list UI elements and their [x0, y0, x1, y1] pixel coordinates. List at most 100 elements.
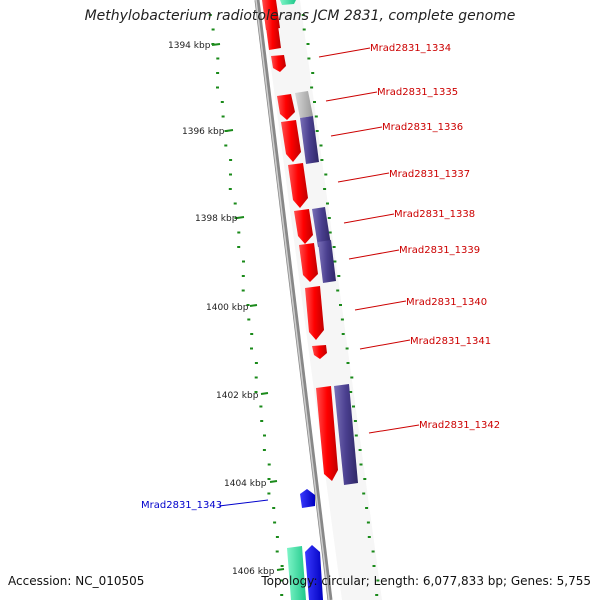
leader-1342: [368, 424, 420, 434]
gc-dot: [280, 594, 284, 596]
gene-blue-1343[interactable]: [300, 489, 315, 508]
gc-dot: [241, 289, 245, 292]
gene-label-1334[interactable]: Mrad2831_1334: [370, 43, 451, 54]
gene-label-1335[interactable]: Mrad2831_1335: [377, 87, 458, 98]
gc-dot: [224, 144, 228, 147]
gene-label-1342[interactable]: Mrad2831_1342: [419, 420, 500, 431]
gc-dot: [337, 275, 341, 277]
gc-dot: [247, 318, 251, 321]
gc-dot: [208, 14, 212, 16]
gc-dot: [323, 188, 327, 190]
gc-dot: [241, 275, 245, 277]
gc-dot: [242, 260, 245, 263]
gene-arrow[interactable]: [316, 386, 338, 481]
gc-dot: [371, 550, 375, 553]
gc-dot: [237, 246, 241, 248]
gene-unknown-1335[interactable]: [295, 91, 313, 118]
gc-dot: [280, 565, 284, 567]
gene-green-top[interactable]: [280, 0, 296, 5]
gc-dot: [237, 231, 241, 234]
gc-dot: [267, 463, 271, 466]
kbp-tick-1396: [225, 129, 234, 132]
gc-dot: [350, 376, 354, 379]
gene-arrow[interactable]: [305, 286, 324, 340]
gc-dot: [260, 420, 264, 422]
kbp-label-1396: 1396 kbp: [182, 127, 225, 137]
gc-dot: [339, 304, 342, 306]
gc-dot: [365, 507, 369, 509]
gc-dot: [234, 217, 238, 219]
gc-track-right: [301, 14, 380, 596]
gene-label-1336[interactable]: Mrad2831_1336: [382, 122, 463, 133]
gc-dot: [216, 86, 219, 89]
gene-track-background: [262, 0, 382, 600]
gene-arrow[interactable]: [281, 120, 301, 162]
gc-dot: [362, 492, 366, 495]
kbp-label-1398: 1398 kbp: [195, 214, 238, 224]
gc-dot: [340, 318, 344, 321]
gc-dot: [367, 536, 371, 538]
gene-blue-bottom[interactable]: [305, 545, 323, 600]
gene-label-1339[interactable]: Mrad2831_1339: [399, 245, 480, 256]
gene-arrow[interactable]: [288, 163, 308, 208]
gc-dot: [349, 391, 353, 393]
gene-arrow[interactable]: [299, 243, 318, 282]
gc-dot: [363, 478, 367, 480]
gene-arrow[interactable]: [277, 94, 295, 120]
gc-dot: [216, 72, 220, 74]
gc-dot: [262, 449, 266, 451]
gene-labels: Mrad2831_1334 Mrad2831_1335 Mrad2831_133…: [141, 43, 500, 511]
topology-text: Topology: circular; Length: 6,077,833 bp…: [261, 574, 591, 588]
leader-1337: [337, 172, 390, 183]
gc-dot: [358, 449, 362, 451]
gc-dot: [246, 304, 250, 306]
gene-label-1338[interactable]: Mrad2831_1338: [394, 209, 475, 220]
gene-feature[interactable]: [300, 116, 319, 164]
gene-label-1340[interactable]: Mrad2831_1340: [406, 297, 487, 308]
gene-label-1337[interactable]: Mrad2831_1337: [389, 169, 470, 180]
gc-dot: [376, 579, 380, 582]
gene-label-1343[interactable]: Mrad2831_1343: [141, 500, 222, 511]
gc-dot: [250, 347, 253, 350]
genome-backbone-highlight: [255, 0, 330, 600]
gc-dot: [372, 565, 376, 567]
gc-dot: [302, 28, 306, 31]
gc-dot: [228, 188, 232, 190]
gc-dot: [359, 463, 363, 466]
gene-arrow[interactable]: [271, 55, 286, 72]
gc-dot: [275, 550, 279, 553]
forward-strand-genes: [262, 0, 338, 481]
leader-1336: [330, 126, 383, 137]
kbp-tick-1406: [276, 568, 285, 571]
gc-dot: [229, 159, 233, 161]
gc-dot: [375, 594, 379, 596]
gc-dot: [366, 521, 370, 524]
gc-dot: [311, 72, 315, 74]
gc-dot: [275, 536, 279, 538]
gene-feature[interactable]: [312, 207, 331, 247]
gene-feature[interactable]: [318, 240, 336, 283]
gc-dot: [332, 246, 336, 248]
gene-green-bottom[interactable]: [287, 546, 306, 600]
gene-feature[interactable]: [264, 10, 281, 50]
gc-dot: [354, 434, 358, 437]
gc-dot: [333, 260, 337, 263]
gc-dot: [307, 57, 311, 60]
gene-label-1341[interactable]: Mrad2831_1341: [410, 336, 491, 347]
kbp-label-1394: 1394 kbp: [168, 41, 211, 51]
accession-text: Accession: NC_010505: [8, 574, 145, 588]
gc-dot: [211, 28, 215, 31]
leader-1334: [318, 47, 371, 58]
gene-feature[interactable]: [334, 384, 358, 485]
kbp-tick-1394: [211, 43, 221, 46]
kbp-tick-1402: [260, 392, 269, 395]
gc-dot: [319, 144, 323, 147]
gc-dot: [250, 333, 254, 335]
gene-arrow[interactable]: [312, 345, 327, 359]
leader-1338: [343, 213, 395, 224]
gc-dot: [254, 391, 258, 393]
gc-dot: [216, 57, 220, 60]
gc-dot: [267, 492, 271, 495]
gene-arrow[interactable]: [294, 209, 313, 244]
gc-dot: [273, 521, 277, 524]
